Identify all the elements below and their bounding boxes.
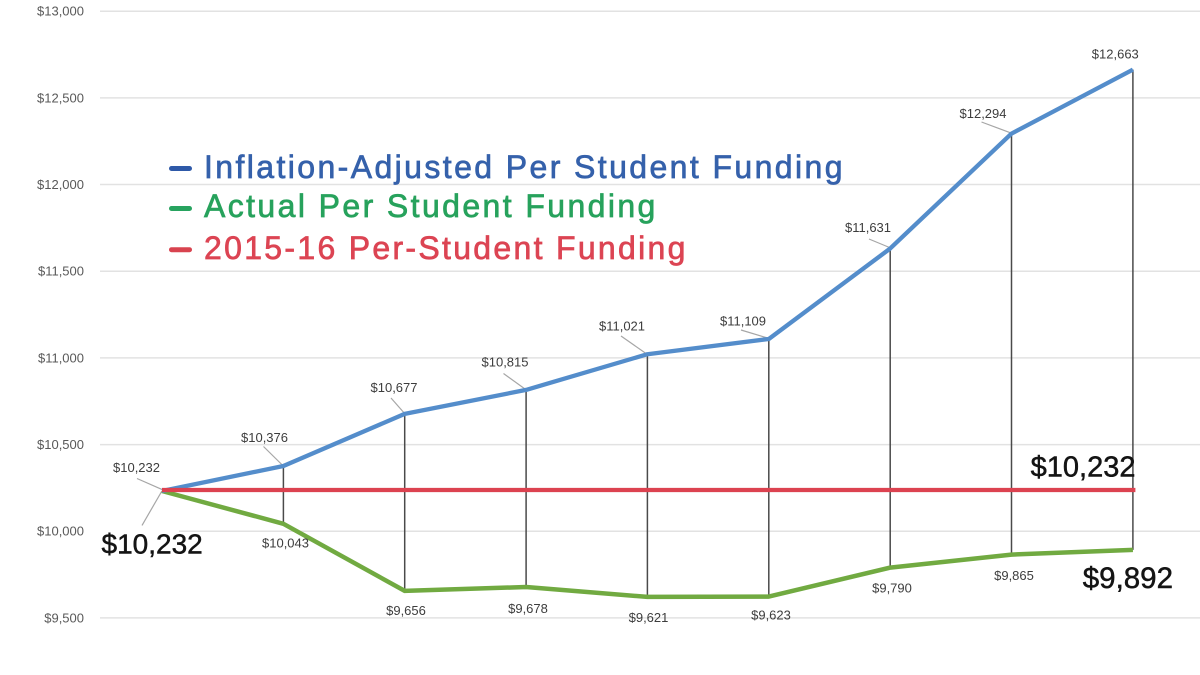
svg-text:$13,000: $13,000 [37,4,84,19]
svg-text:$12,000: $12,000 [37,177,84,192]
svg-text:$9,790: $9,790 [872,581,912,596]
svg-text:$9,678: $9,678 [508,601,548,616]
svg-text:$9,865: $9,865 [994,568,1034,583]
svg-text:$10,232: $10,232 [102,529,203,560]
svg-text:$10,043: $10,043 [262,536,309,551]
svg-text:$10,815: $10,815 [482,355,529,370]
svg-text:$12,663: $12,663 [1092,47,1139,62]
svg-text:$9,621: $9,621 [629,610,669,625]
svg-text:$11,000: $11,000 [38,350,84,365]
svg-text:$9,892: $9,892 [1083,562,1173,595]
svg-text:$9,656: $9,656 [386,603,426,618]
svg-text:$10,500: $10,500 [37,437,84,452]
svg-text:$12,294: $12,294 [960,106,1007,121]
svg-text:2015-16 Per-Student Funding: 2015-16 Per-Student Funding [204,230,688,266]
svg-text:$10,376: $10,376 [241,430,288,445]
svg-text:$10,232: $10,232 [1031,452,1136,484]
svg-text:$10,000: $10,000 [37,524,84,539]
svg-text:$11,109: $11,109 [720,314,766,329]
svg-text:$10,232: $10,232 [113,460,160,475]
svg-text:$11,631: $11,631 [845,220,891,235]
svg-text:$12,500: $12,500 [37,90,84,105]
svg-text:$11,021: $11,021 [599,319,645,334]
svg-text:$11,500: $11,500 [38,264,84,279]
svg-text:$9,623: $9,623 [751,608,791,623]
svg-text:$10,677: $10,677 [371,380,418,395]
svg-text:Actual Per Student Funding: Actual Per Student Funding [204,188,658,224]
svg-text:Inflation-Adjusted Per Student: Inflation-Adjusted Per Student Funding [204,149,845,185]
svg-text:$9,500: $9,500 [44,610,84,625]
